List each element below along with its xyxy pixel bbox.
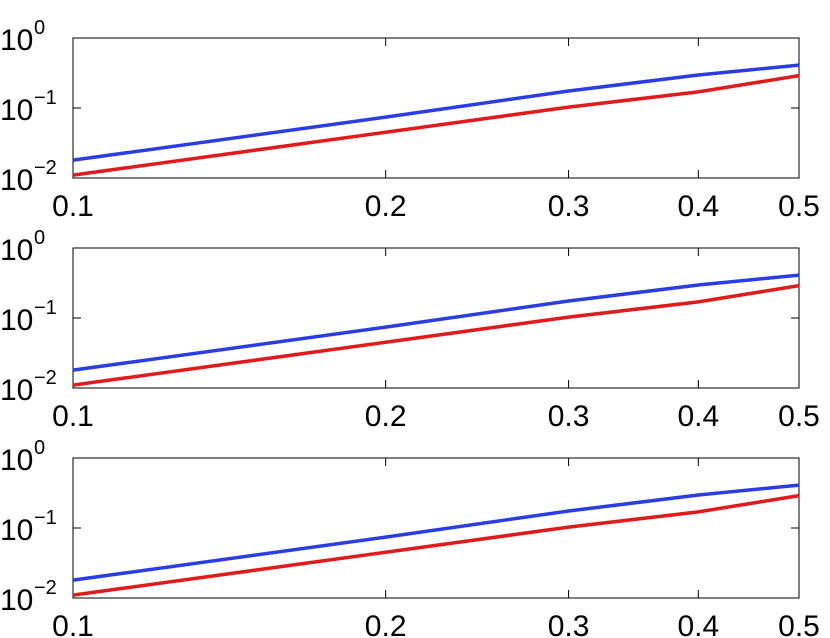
x-tick-label: 0.2 [365, 190, 407, 223]
x-tick-label: 0.2 [365, 400, 407, 433]
y-tick-exponent: −2 [34, 577, 57, 599]
y-tick-exponent: 0 [34, 227, 45, 249]
data-line [72, 283, 800, 387]
x-tick-label: 0.4 [677, 610, 719, 638]
x-tick-label: 0.3 [548, 400, 590, 433]
y-tick-label: 10 [0, 584, 33, 617]
data-line [72, 63, 800, 162]
y-tick-exponent: 0 [34, 437, 45, 459]
y-tick-exponent: −1 [34, 507, 57, 529]
data-line [72, 493, 800, 597]
x-tick-label: 0.1 [52, 400, 94, 433]
plot-frame [72, 247, 800, 389]
plot-frame [72, 457, 800, 599]
y-tick-exponent: −1 [34, 297, 57, 319]
y-tick-exponent: 0 [34, 17, 45, 39]
plot-frame [72, 37, 800, 179]
x-tick-label: 0.1 [52, 610, 94, 638]
y-tick-exponent: −1 [34, 87, 57, 109]
x-tick-label: 0.4 [677, 190, 719, 223]
x-tick-label: 0.5 [778, 400, 820, 433]
data-line [72, 273, 800, 372]
x-tick-label: 0.5 [778, 610, 820, 638]
y-tick-exponent: −2 [34, 367, 57, 389]
y-tick-label: 10 [0, 24, 33, 57]
x-tick-label: 0.3 [548, 610, 590, 638]
y-tick-label: 10 [0, 444, 33, 477]
y-tick-label: 10 [0, 514, 33, 547]
data-line [72, 483, 800, 582]
y-tick-label: 10 [0, 304, 33, 337]
x-tick-label: 0.2 [365, 610, 407, 638]
y-tick-label: 10 [0, 94, 33, 127]
data-line [72, 73, 800, 177]
y-tick-label: 10 [0, 164, 33, 197]
x-tick-label: 0.5 [778, 190, 820, 223]
x-tick-label: 0.4 [677, 400, 719, 433]
y-tick-label: 10 [0, 374, 33, 407]
x-tick-label: 0.3 [548, 190, 590, 223]
y-tick-exponent: −2 [34, 157, 57, 179]
x-tick-label: 0.1 [52, 190, 94, 223]
y-tick-label: 10 [0, 234, 33, 267]
